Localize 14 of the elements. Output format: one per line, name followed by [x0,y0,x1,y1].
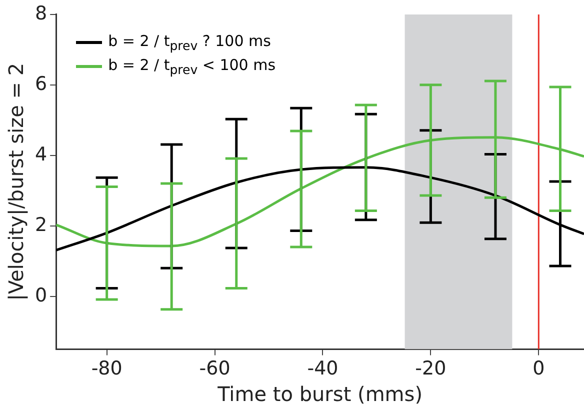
legend-label: b = 2 / t$_{prev}$ ? 100 ms [108,32,271,53]
x-tick-label: -80 [91,358,122,380]
legend-label: b = 2 / t$_{prev}$ < 100 ms [108,56,276,77]
x-tick-label: 0 [532,358,545,380]
y-tick-label: 2 [34,214,48,236]
x-tick-label: -60 [199,358,230,380]
y-tick-label: 8 [34,2,48,24]
y-tick-label: 6 [34,72,48,95]
x-tick-label: -20 [415,358,446,380]
x-axis-title: Time to burst (mms) [216,382,423,406]
y-tick-label: 4 [34,143,48,166]
y-axis-title: |Velocity|/burst size = 2 [4,62,28,301]
x-tick-label: -40 [307,358,338,380]
y-tick-label: 0 [34,284,48,306]
